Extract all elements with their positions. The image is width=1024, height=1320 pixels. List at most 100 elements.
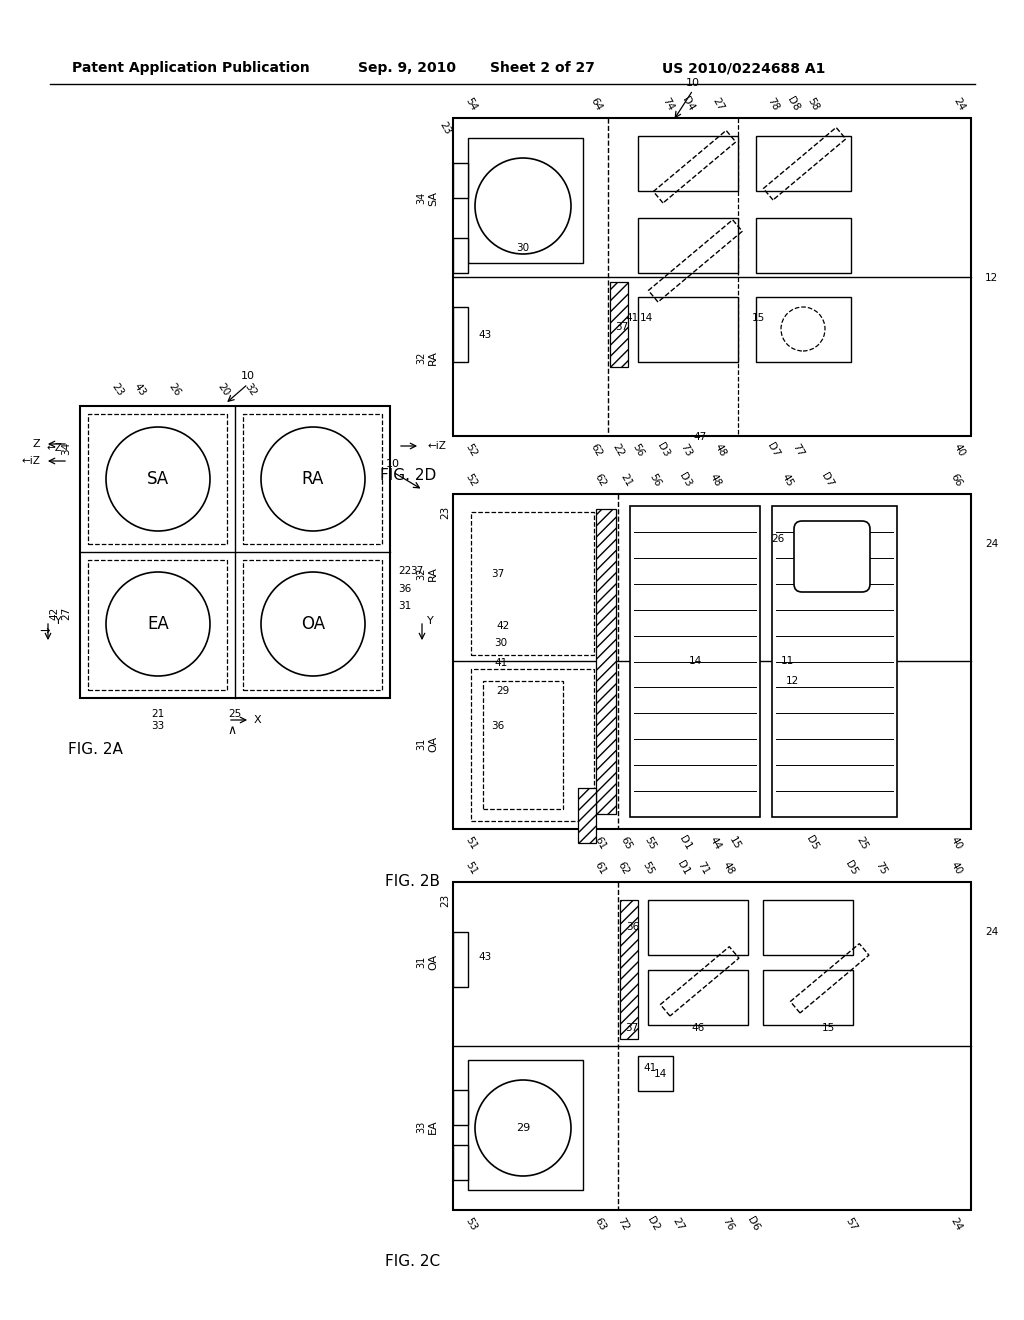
Bar — [610, 282, 628, 367]
Bar — [772, 506, 897, 817]
Text: US 2010/0224688 A1: US 2010/0224688 A1 — [662, 61, 825, 75]
Bar — [468, 1060, 583, 1191]
Text: 11: 11 — [780, 656, 794, 667]
Text: 23: 23 — [437, 120, 453, 136]
Text: 24: 24 — [985, 927, 998, 937]
Text: 42: 42 — [497, 620, 510, 631]
Text: OA: OA — [301, 615, 325, 634]
Text: SA: SA — [428, 190, 438, 206]
Bar — [468, 139, 583, 263]
Text: 23: 23 — [440, 506, 450, 519]
Bar — [243, 414, 382, 544]
Text: 27: 27 — [61, 606, 71, 619]
Bar — [88, 560, 227, 690]
Bar — [638, 297, 738, 362]
Text: 61: 61 — [592, 859, 607, 876]
Bar — [638, 136, 738, 191]
Bar — [648, 900, 748, 954]
Text: 31: 31 — [416, 956, 426, 968]
Text: D2: D2 — [645, 1216, 660, 1233]
Bar — [578, 788, 596, 843]
Text: OA: OA — [428, 737, 438, 752]
Text: 34: 34 — [61, 441, 71, 454]
Text: 77: 77 — [791, 442, 806, 458]
Text: 56: 56 — [631, 442, 646, 458]
Circle shape — [475, 1080, 571, 1176]
Text: 46: 46 — [691, 1023, 705, 1034]
Text: 47: 47 — [693, 432, 707, 442]
Text: 55: 55 — [640, 859, 655, 876]
Bar — [453, 1090, 468, 1125]
Text: 33: 33 — [152, 721, 165, 731]
Bar — [756, 297, 851, 362]
Text: 36: 36 — [627, 921, 640, 932]
Text: 37: 37 — [492, 569, 505, 579]
Text: D8: D8 — [785, 95, 801, 112]
Bar — [453, 308, 468, 362]
Text: 74: 74 — [660, 96, 676, 112]
Text: 37: 37 — [410, 566, 423, 576]
Text: 22: 22 — [398, 566, 412, 576]
Bar — [471, 669, 594, 821]
Bar — [80, 407, 390, 698]
Bar — [453, 1144, 468, 1180]
Text: 45: 45 — [779, 471, 795, 488]
Circle shape — [475, 158, 571, 253]
Bar — [620, 900, 638, 1039]
Text: 15: 15 — [727, 834, 742, 851]
Text: 43: 43 — [478, 330, 492, 341]
Text: 12: 12 — [785, 676, 799, 686]
Text: 64: 64 — [589, 96, 603, 112]
Text: D1: D1 — [675, 859, 691, 876]
Circle shape — [261, 572, 365, 676]
Text: 25: 25 — [854, 834, 869, 851]
Text: 65: 65 — [618, 834, 634, 851]
Text: ←iZ: ←iZ — [428, 441, 446, 451]
Text: 12: 12 — [985, 273, 998, 282]
Text: 22: 22 — [610, 442, 626, 458]
Text: 10: 10 — [386, 459, 400, 469]
Text: EA: EA — [147, 615, 169, 634]
Text: ←iZ: ←iZ — [22, 455, 40, 466]
Text: 15: 15 — [752, 313, 765, 323]
Text: 14: 14 — [639, 313, 652, 323]
Bar — [453, 117, 971, 436]
Text: 48: 48 — [708, 471, 723, 488]
Text: 25: 25 — [228, 709, 242, 719]
Text: 34: 34 — [416, 191, 426, 205]
Text: 54: 54 — [463, 96, 478, 112]
Text: 31: 31 — [416, 738, 426, 750]
Text: D7: D7 — [819, 471, 835, 488]
Text: 41: 41 — [495, 657, 508, 668]
Text: →: → — [40, 624, 50, 638]
Text: 37: 37 — [626, 1023, 639, 1034]
Text: 63: 63 — [592, 1216, 607, 1233]
Text: 71: 71 — [695, 859, 711, 876]
Text: 58: 58 — [805, 96, 820, 112]
Text: 31: 31 — [398, 601, 412, 611]
Text: 10: 10 — [686, 78, 700, 88]
Text: D3: D3 — [677, 471, 693, 488]
Text: 66: 66 — [948, 471, 964, 488]
Text: 14: 14 — [653, 1069, 667, 1078]
Text: Sep. 9, 2010: Sep. 9, 2010 — [358, 61, 456, 75]
Bar — [756, 136, 851, 191]
Text: 32: 32 — [416, 568, 426, 581]
Circle shape — [106, 572, 210, 676]
Text: 75: 75 — [873, 859, 889, 876]
Text: 41: 41 — [626, 313, 639, 323]
Text: 48: 48 — [720, 859, 735, 876]
Bar — [243, 560, 382, 690]
Text: 21: 21 — [152, 709, 165, 719]
Text: 24: 24 — [951, 96, 967, 112]
Text: FIG. 2A: FIG. 2A — [68, 742, 123, 758]
Text: Z: Z — [33, 440, 40, 449]
Text: 32: 32 — [242, 381, 258, 399]
Text: 52: 52 — [463, 471, 478, 488]
Text: Y: Y — [427, 616, 433, 626]
Circle shape — [261, 426, 365, 531]
Text: FIG. 2B: FIG. 2B — [385, 874, 440, 888]
Bar — [638, 1056, 673, 1092]
Text: 62: 62 — [589, 442, 603, 458]
Text: 62: 62 — [592, 471, 607, 488]
